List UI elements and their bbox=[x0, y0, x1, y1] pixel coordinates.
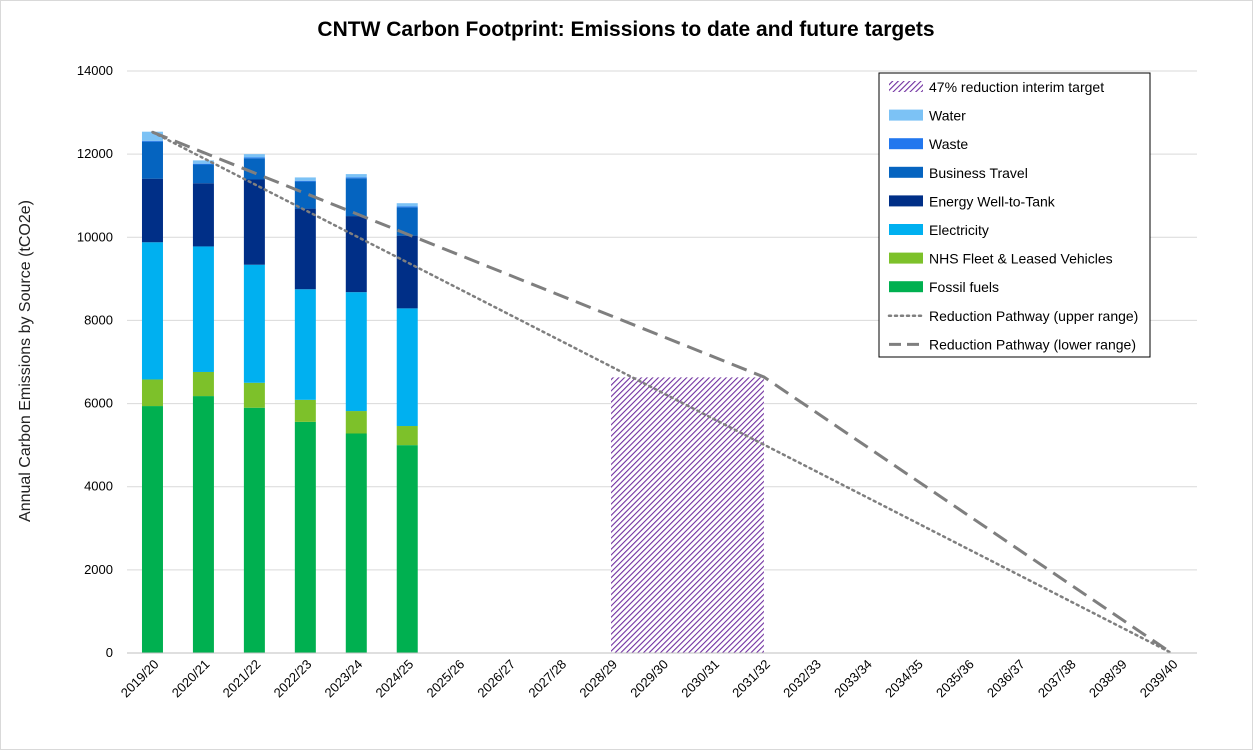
bar-waste-2019-20 bbox=[141, 140, 163, 142]
legend-label-nhs-fleet-leased-vehicles: NHS Fleet & Leased Vehicles bbox=[929, 251, 1113, 267]
legend-label-energy-well-to-tank: Energy Well-to-Tank bbox=[929, 193, 1056, 209]
legend-label-waste: Waste bbox=[929, 136, 968, 152]
bar-waste-2021-22 bbox=[243, 157, 265, 159]
bar-energy-well-to-tank-2022-23 bbox=[294, 208, 316, 290]
bar-nhs-fleet-leased-vehicles-2022-23 bbox=[294, 399, 316, 422]
legend-label-water: Water bbox=[929, 108, 966, 124]
bar-electricity-2023-24 bbox=[345, 292, 367, 412]
y-tick-label-0: 0 bbox=[106, 645, 113, 660]
bar-business-travel-2021-22 bbox=[243, 158, 265, 180]
y-tick-label-6000: 6000 bbox=[84, 396, 113, 411]
bar-business-travel-2019-20 bbox=[141, 141, 163, 179]
legend-swatch-47-reduction-interim-target bbox=[889, 81, 923, 92]
bar-electricity-2021-22 bbox=[243, 264, 265, 383]
y-tick-label-2000: 2000 bbox=[84, 562, 113, 577]
legend-swatch-nhs-fleet-leased-vehicles bbox=[889, 252, 923, 264]
bar-nhs-fleet-leased-vehicles-2019-20 bbox=[141, 379, 163, 407]
bar-water-2023-24 bbox=[345, 174, 367, 178]
bar-energy-well-to-tank-2024-25 bbox=[396, 235, 418, 309]
bar-energy-well-to-tank-2021-22 bbox=[243, 179, 265, 265]
y-tick-label-8000: 8000 bbox=[84, 312, 113, 327]
legend-label-reduction-pathway-upper-range: Reduction Pathway (upper range) bbox=[929, 308, 1138, 324]
bar-energy-well-to-tank-2019-20 bbox=[141, 178, 163, 243]
bar-electricity-2020-21 bbox=[192, 246, 214, 372]
legend-label-reduction-pathway-lower-range: Reduction Pathway (lower range) bbox=[929, 336, 1136, 352]
legend-box bbox=[878, 72, 1151, 358]
y-tick-label-12000: 12000 bbox=[77, 146, 113, 161]
pathway-lines-layer bbox=[151, 130, 1173, 655]
bars-layer bbox=[141, 131, 418, 653]
legend: 47% reduction interim target Water Waste Bu… bbox=[878, 72, 1151, 358]
y-axis-label: Annual Carbon Emissions by Source (tCO2e… bbox=[17, 200, 34, 522]
legend-swatch-waste bbox=[889, 138, 923, 150]
y-tick-label-14000: 14000 bbox=[77, 63, 113, 78]
legend-label-business-travel: Business Travel bbox=[929, 165, 1028, 181]
legend-swatch-fossil-fuels bbox=[889, 281, 923, 293]
bar-energy-well-to-tank-2023-24 bbox=[345, 216, 367, 293]
legend-swatch-energy-well-to-tank bbox=[889, 195, 923, 207]
bar-fossil-fuels-2021-22 bbox=[243, 407, 265, 653]
bar-business-travel-2020-21 bbox=[192, 164, 214, 184]
bar-nhs-fleet-leased-vehicles-2024-25 bbox=[396, 426, 418, 446]
bar-nhs-fleet-leased-vehicles-2023-24 bbox=[345, 411, 367, 434]
bar-water-2024-25 bbox=[396, 203, 418, 207]
bar-energy-well-to-tank-2020-21 bbox=[192, 183, 214, 247]
legend-label-fossil-fuels: Fossil fuels bbox=[929, 279, 999, 295]
bar-fossil-fuels-2024-25 bbox=[396, 445, 418, 653]
bar-electricity-2024-25 bbox=[396, 308, 418, 427]
bar-business-travel-2024-25 bbox=[396, 207, 418, 236]
target-area-layer bbox=[611, 377, 764, 653]
legend-swatch-water bbox=[889, 109, 923, 121]
bar-waste-2024-25 bbox=[396, 206, 418, 208]
chart-title: CNTW Carbon Footprint: Emissions to date… bbox=[317, 18, 934, 41]
bar-business-travel-2022-23 bbox=[294, 181, 316, 209]
legend-swatch-electricity bbox=[889, 224, 923, 235]
bar-fossil-fuels-2019-20 bbox=[141, 406, 163, 653]
bar-fossil-fuels-2020-21 bbox=[192, 396, 214, 653]
line-reduction-pathway-lower-range bbox=[151, 130, 1173, 655]
bar-water-2019-20 bbox=[141, 131, 163, 141]
bar-waste-2020-21 bbox=[192, 163, 214, 165]
y-tick-labels: 0 2000 4000 6000 8000 10000 12000 14000 bbox=[77, 63, 113, 660]
bar-fossil-fuels-2023-24 bbox=[345, 433, 367, 653]
bar-electricity-2022-23 bbox=[294, 289, 316, 400]
bar-fossil-fuels-2022-23 bbox=[294, 421, 316, 653]
bar-electricity-2019-20 bbox=[141, 242, 163, 380]
bar-waste-2023-24 bbox=[345, 177, 367, 179]
legend-swatch-business-travel bbox=[889, 166, 923, 178]
bar-business-travel-2023-24 bbox=[345, 178, 367, 217]
bar-water-2022-23 bbox=[294, 177, 316, 181]
target-area-47-percent bbox=[611, 377, 764, 653]
legend-label-47-reduction-interim-target: 47% reduction interim target bbox=[929, 79, 1104, 95]
y-tick-label-4000: 4000 bbox=[84, 479, 113, 494]
bar-water-2021-22 bbox=[243, 154, 265, 158]
bar-nhs-fleet-leased-vehicles-2021-22 bbox=[243, 382, 265, 408]
bar-waste-2022-23 bbox=[294, 180, 316, 182]
legend-label-electricity: Electricity bbox=[929, 222, 989, 238]
bar-water-2020-21 bbox=[192, 160, 214, 164]
bar-nhs-fleet-leased-vehicles-2020-21 bbox=[192, 371, 214, 397]
y-tick-label-10000: 10000 bbox=[77, 229, 113, 244]
line-reduction-pathway-upper-range bbox=[151, 130, 1173, 655]
